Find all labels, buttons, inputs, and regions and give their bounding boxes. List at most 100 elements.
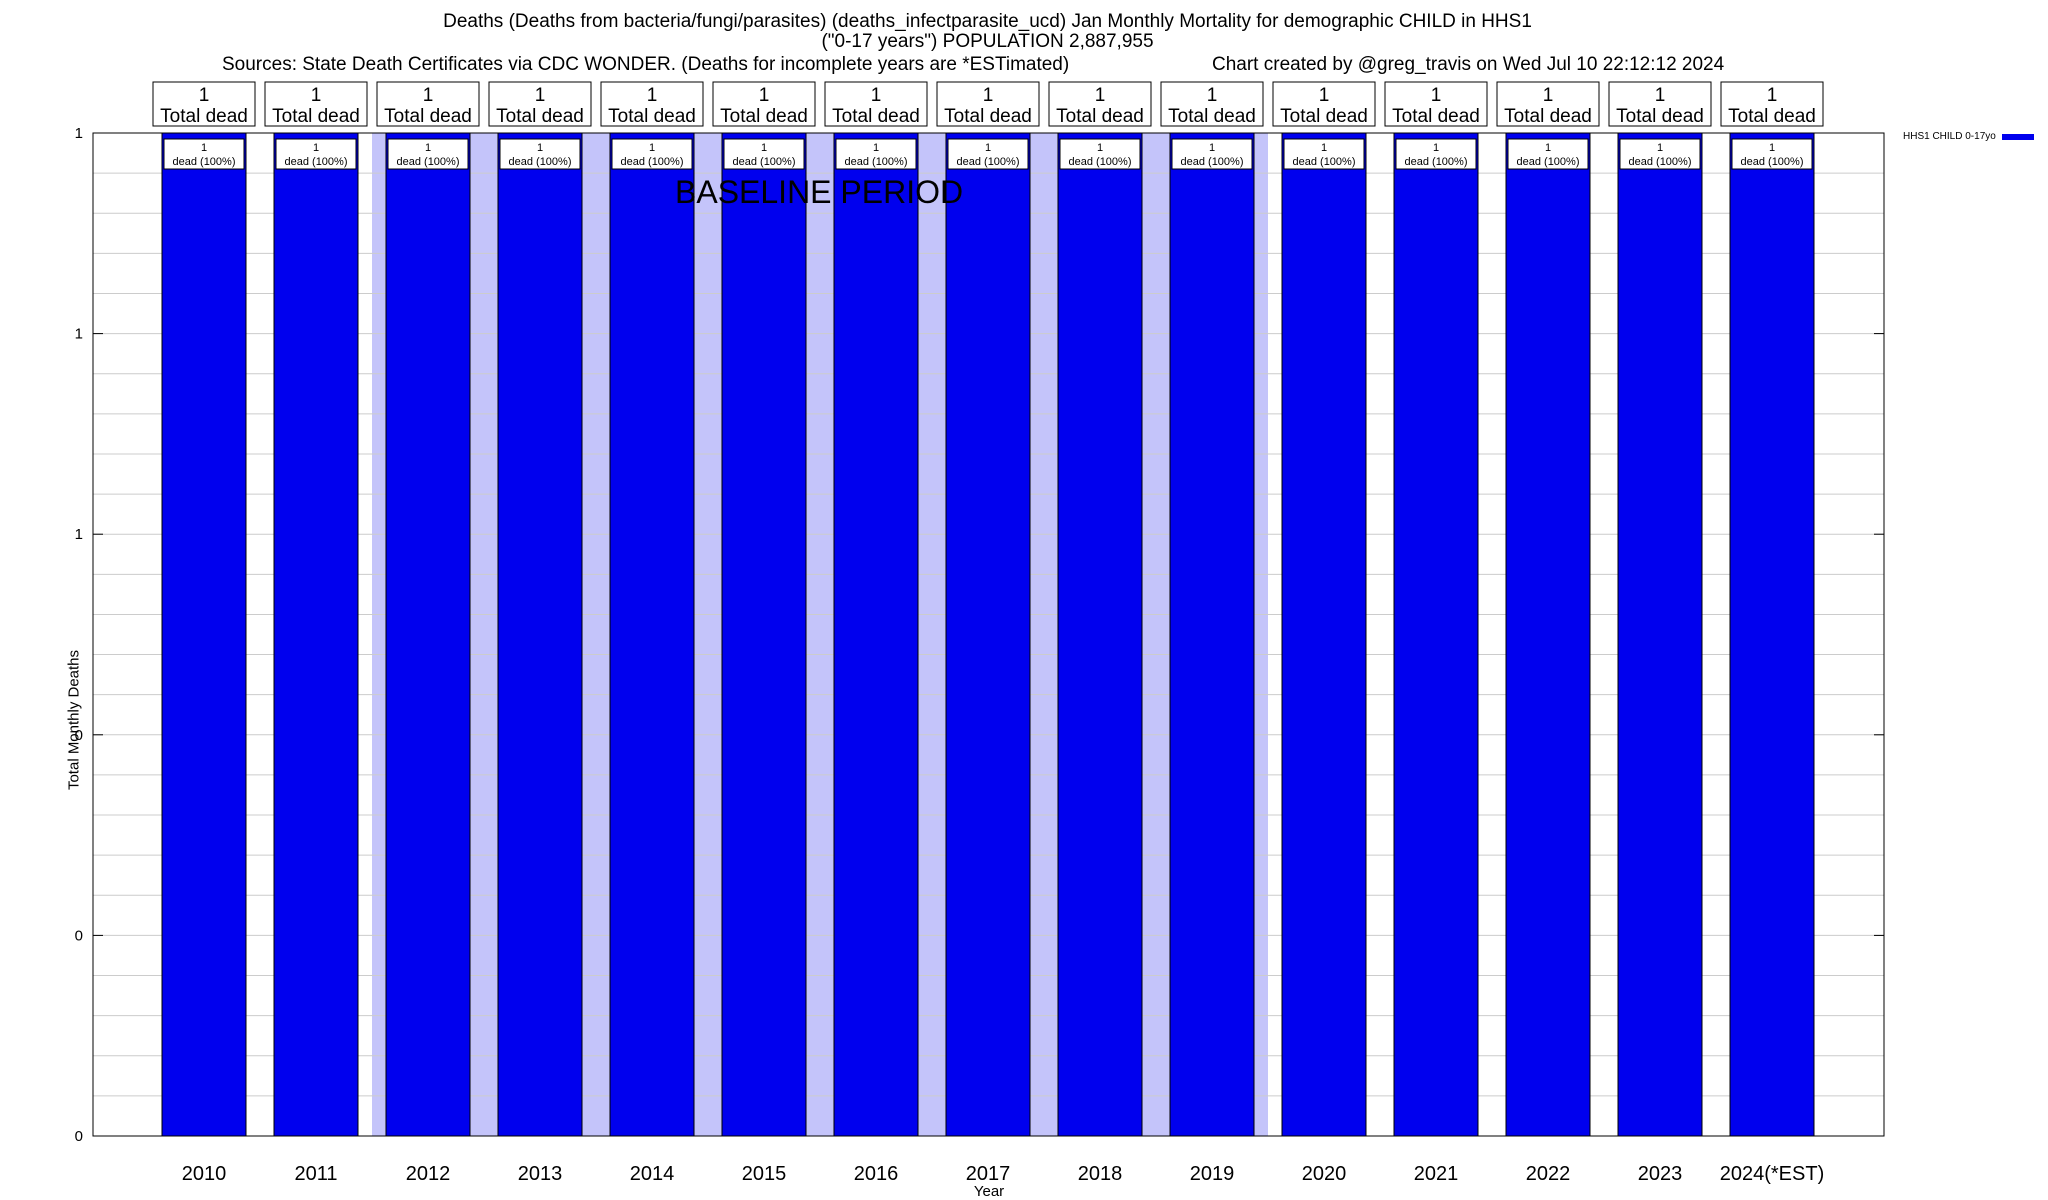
bar-label-text: dead (100%) xyxy=(1405,156,1468,168)
top-label-count: 1 xyxy=(199,85,210,106)
legend-label: HHS1 CHILD 0-17yo xyxy=(1903,131,1996,142)
bar-label-text: dead (100%) xyxy=(1629,156,1692,168)
top-label-count: 1 xyxy=(1095,85,1106,106)
top-label-text: Total dead xyxy=(1168,106,1256,127)
top-label-box xyxy=(1496,81,1600,127)
top-label-box xyxy=(488,81,592,127)
bar xyxy=(385,132,471,1137)
top-label-count: 1 xyxy=(647,85,658,106)
bar xyxy=(721,132,807,1137)
top-label-box xyxy=(376,81,480,127)
top-label-count: 1 xyxy=(1767,85,1778,106)
top-label-text: Total dead xyxy=(1616,106,1704,127)
bar xyxy=(1169,132,1255,1137)
bar-label-box xyxy=(1059,138,1141,170)
bar-label-box xyxy=(1619,138,1701,170)
top-label-box xyxy=(1048,81,1152,127)
bar-label-count: 1 xyxy=(1769,142,1775,154)
top-label-count: 1 xyxy=(759,85,770,106)
baseline-period-label: BASELINE PERIOD xyxy=(675,174,964,210)
legend: HHS1 CHILD 0-17yo xyxy=(1903,131,2034,142)
top-label-box xyxy=(264,81,368,127)
bar-label-count: 1 xyxy=(1545,142,1551,154)
x-tick-label: 2013 xyxy=(518,1163,563,1185)
bar-label-text: dead (100%) xyxy=(509,156,572,168)
bar-label-text: dead (100%) xyxy=(397,156,460,168)
top-label-count: 1 xyxy=(535,85,546,106)
x-tick-label: 2017 xyxy=(966,1163,1011,1185)
x-tick-label: 2015 xyxy=(742,1163,787,1185)
top-label-box xyxy=(1720,81,1824,127)
bar-label-text: dead (100%) xyxy=(285,156,348,168)
top-label-text: Total dead xyxy=(1056,106,1144,127)
top-label-text: Total dead xyxy=(272,106,360,127)
x-tick-label: 2022 xyxy=(1526,1163,1571,1185)
bar-label-box xyxy=(1283,138,1365,170)
bar xyxy=(497,132,583,1137)
bar-label-count: 1 xyxy=(313,142,319,154)
bar-label-box xyxy=(1507,138,1589,170)
bar xyxy=(273,132,359,1137)
y-tick-label: 0 xyxy=(75,927,83,944)
bar-label-box xyxy=(387,138,469,170)
bar xyxy=(1393,132,1479,1137)
bar-label-box xyxy=(163,138,245,170)
bar xyxy=(1729,132,1815,1137)
bar-label-text: dead (100%) xyxy=(1181,156,1244,168)
plot-frame xyxy=(92,132,1885,1137)
bar-label-text: dead (100%) xyxy=(957,156,1020,168)
bar-label-count: 1 xyxy=(873,142,879,154)
bar-label-text: dead (100%) xyxy=(1069,156,1132,168)
bar xyxy=(161,132,247,1137)
bar-label-count: 1 xyxy=(649,142,655,154)
top-label-count: 1 xyxy=(1207,85,1218,106)
x-tick-label: 2020 xyxy=(1302,1163,1347,1185)
bar-label-text: dead (100%) xyxy=(1741,156,1804,168)
top-label-text: Total dead xyxy=(1728,106,1816,127)
top-label-count: 1 xyxy=(1655,85,1666,106)
bar xyxy=(945,132,1031,1137)
x-tick-label: 2011 xyxy=(294,1163,337,1185)
x-tick-label: 2016 xyxy=(854,1163,899,1185)
bar-label-count: 1 xyxy=(1097,142,1103,154)
x-tick-label: 2018 xyxy=(1078,1163,1123,1185)
bar-label-box xyxy=(947,138,1029,170)
bar xyxy=(1617,132,1703,1137)
top-label-count: 1 xyxy=(983,85,994,106)
top-label-text: Total dead xyxy=(944,106,1032,127)
top-label-count: 1 xyxy=(423,85,434,106)
y-tick-label: 0 xyxy=(75,1128,83,1145)
bar-label-count: 1 xyxy=(1209,142,1215,154)
x-tick-label: 2014 xyxy=(630,1163,675,1185)
top-label-box xyxy=(712,81,816,127)
bar-label-box xyxy=(1731,138,1813,170)
x-tick-label: 2010 xyxy=(182,1163,227,1185)
bar-label-count: 1 xyxy=(1433,142,1439,154)
bar-label-text: dead (100%) xyxy=(845,156,908,168)
top-label-text: Total dead xyxy=(1504,106,1592,127)
top-label-count: 1 xyxy=(1543,85,1554,106)
bar-label-box xyxy=(1395,138,1477,170)
bar-label-text: dead (100%) xyxy=(1293,156,1356,168)
bar-label-box xyxy=(611,138,693,170)
top-label-box xyxy=(600,81,704,127)
bar-label-text: dead (100%) xyxy=(173,156,236,168)
y-tick-label: 1 xyxy=(75,326,83,343)
y-tick-label: 0 xyxy=(75,727,83,744)
bar-label-count: 1 xyxy=(985,142,991,154)
y-axis-title: Total Monthly Deaths xyxy=(65,649,83,791)
bar xyxy=(1057,132,1143,1137)
x-tick-label: 2023 xyxy=(1638,1163,1683,1185)
top-label-box xyxy=(936,81,1040,127)
top-label-text: Total dead xyxy=(1392,106,1480,127)
chart-title-block: Deaths (Deaths from bacteria/fungi/paras… xyxy=(0,12,1975,52)
bar-label-count: 1 xyxy=(425,142,431,154)
top-label-count: 1 xyxy=(1319,85,1330,106)
bar-label-box xyxy=(835,138,917,170)
bar-label-count: 1 xyxy=(537,142,543,154)
top-label-count: 1 xyxy=(311,85,322,106)
chart-subtitle: ("0-17 years") POPULATION 2,887,955 xyxy=(821,31,1154,52)
bar xyxy=(1281,132,1367,1137)
top-label-text: Total dead xyxy=(384,106,472,127)
top-label-text: Total dead xyxy=(1280,106,1368,127)
